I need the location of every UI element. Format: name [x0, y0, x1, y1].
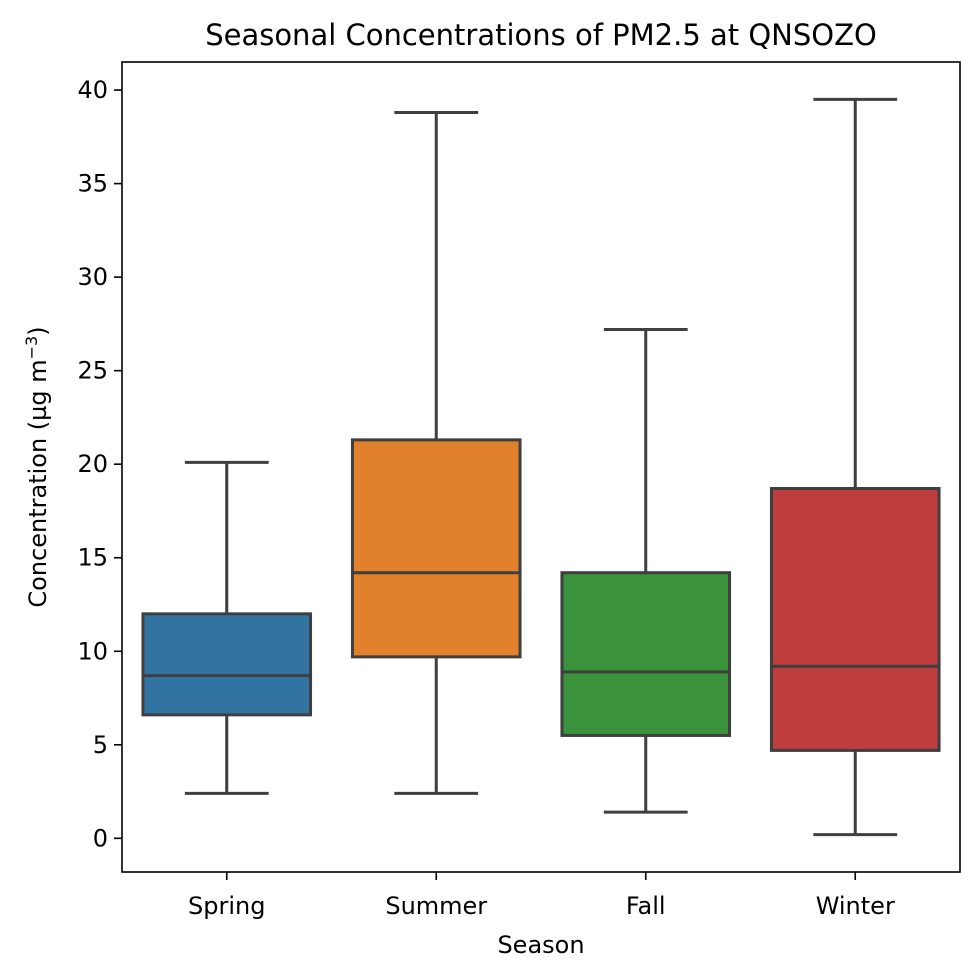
chart-title: Seasonal Concentrations of PM2.5 at QNSO…: [205, 18, 877, 52]
x-tick-label-winter: Winter: [816, 892, 895, 920]
y-tick-label-15: 15: [77, 544, 108, 572]
y-tick-label-30: 30: [77, 263, 108, 291]
box-group-fall: [560, 328, 732, 814]
box-spring: [141, 612, 313, 717]
box-winter: [769, 487, 941, 752]
y-tick-label-35: 35: [77, 170, 108, 198]
y-axis-title: Concentration (µg m−3): [22, 326, 53, 607]
box-group-spring: [141, 460, 313, 795]
plot-area: [141, 97, 941, 837]
plot-frame: [121, 61, 961, 873]
box-summer: [350, 438, 522, 659]
box-fall: [560, 571, 732, 737]
y-axis-title-suffix: ): [24, 326, 52, 335]
x-axis-title: Season: [497, 931, 584, 959]
y-tick-label-40: 40: [77, 76, 108, 104]
box-group-winter: [769, 97, 941, 837]
y-tick-label-20: 20: [77, 450, 108, 478]
box-group-summer: [350, 111, 522, 795]
x-tick-label-fall: Fall: [626, 892, 666, 920]
x-tick-label-summer: Summer: [385, 892, 487, 920]
y-axis-title-main: Concentration (µg m: [24, 359, 52, 607]
y-tick-label-0: 0: [93, 824, 108, 852]
x-tick-label-spring: Spring: [188, 892, 265, 920]
y-tick-label-10: 10: [77, 637, 108, 665]
y-tick-label-5: 5: [93, 731, 108, 759]
x-axis: Spring Summer Fall Winter: [188, 872, 895, 920]
y-axis: 0 5 10 15 20 25 30 35 40: [77, 76, 122, 852]
y-tick-label-25: 25: [77, 357, 108, 385]
y-axis-title-superscript: −3: [22, 336, 41, 360]
